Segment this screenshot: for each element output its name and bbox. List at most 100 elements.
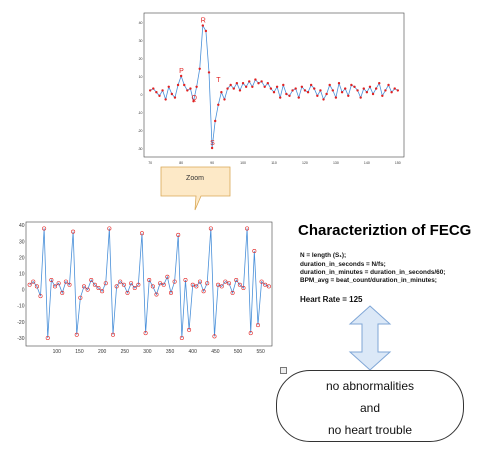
x-tick-label: 120 (302, 161, 308, 165)
data-point (197, 279, 202, 284)
result-line: and (359, 401, 381, 415)
data-point (325, 92, 328, 96)
data-point (158, 94, 161, 98)
data-point (285, 92, 288, 96)
data-point (257, 81, 260, 85)
data-point (189, 87, 192, 90)
data-point (297, 96, 300, 99)
data-point (187, 327, 192, 332)
data-point (350, 83, 353, 87)
y-tick-label: 20 (139, 57, 143, 61)
data-point (74, 332, 79, 337)
data-point (381, 94, 384, 98)
data-point (303, 89, 307, 92)
data-point (103, 281, 108, 286)
x-tick-label: 150 (395, 161, 401, 165)
wave-annotation-q: Q (192, 95, 198, 102)
x-tick-label: 70 (148, 161, 152, 165)
x-tick-label: 100 (240, 161, 246, 165)
data-point (251, 85, 254, 89)
x-tick-label: 150 (75, 349, 84, 355)
selection-handle (280, 367, 287, 374)
data-point (71, 229, 76, 234)
wave-annotation-p: P (179, 68, 184, 75)
data-point (190, 282, 195, 287)
wave-annotation-s: S (210, 140, 215, 147)
heart-rate-result: Heart Rate = 125 (300, 295, 363, 304)
data-point (384, 89, 387, 92)
data-point (266, 284, 271, 289)
x-tick-label: 80 (179, 161, 183, 165)
data-point (204, 29, 208, 33)
data-point (176, 83, 180, 87)
y-tick-label: 0 (22, 288, 25, 294)
data-point (387, 83, 390, 87)
data-point (316, 94, 319, 98)
y-tick-label: -20 (138, 129, 143, 133)
y-tick-label: -10 (17, 304, 24, 310)
data-point (114, 284, 119, 289)
data-point (322, 98, 325, 101)
data-point (378, 81, 381, 85)
full-ecg-chart: 100 150 200 250 300 350 400 450 500 550403020100-… (17, 221, 273, 355)
y-tick-label: 10 (19, 272, 25, 278)
data-point (155, 90, 158, 94)
data-point (67, 282, 72, 287)
data-point (269, 87, 273, 90)
data-point (237, 282, 242, 287)
data-point (118, 279, 123, 284)
data-point (201, 24, 205, 27)
data-point (226, 87, 229, 90)
y-tick-label: -20 (17, 320, 24, 326)
x-tick-label: 450 (211, 349, 220, 355)
data-point (164, 98, 167, 101)
data-point (263, 282, 268, 287)
data-point (343, 87, 347, 90)
data-point (52, 284, 57, 289)
data-point (210, 146, 214, 150)
data-point (172, 279, 177, 284)
data-point (212, 334, 217, 339)
y-tick-label: -30 (17, 336, 24, 342)
result-line: no abnormalities (325, 379, 415, 393)
code-line: N = length (S₁); (300, 252, 347, 259)
data-point (168, 290, 173, 295)
x-tick-label: 130 (333, 161, 339, 165)
data-point (34, 284, 39, 289)
data-point (232, 87, 235, 90)
data-point (192, 99, 195, 103)
y-tick-label: 30 (19, 239, 25, 245)
data-point (223, 98, 226, 101)
data-point (176, 232, 181, 237)
x-tick-label: 500 (234, 349, 243, 355)
y-tick-label: 30 (139, 39, 143, 43)
data-point (173, 96, 177, 99)
data-point (42, 226, 47, 231)
data-point (139, 231, 144, 236)
zoom-label: Zoom (186, 175, 204, 182)
data-point (125, 290, 130, 295)
data-point (334, 96, 338, 99)
data-point (167, 85, 170, 89)
data-point (241, 286, 246, 291)
y-tick-label: 40 (139, 21, 143, 25)
x-tick-label: 300 (143, 349, 152, 355)
data-point (238, 89, 242, 92)
data-point (365, 90, 369, 94)
ecg-series-line (29, 228, 269, 338)
data-point (272, 90, 276, 94)
callout-shape (160, 166, 231, 211)
data-point (275, 85, 279, 89)
result-line: no heart trouble (327, 423, 413, 437)
data-point (353, 85, 356, 89)
x-tick-label: 110 (271, 161, 277, 165)
data-point (213, 119, 217, 123)
data-point (96, 286, 101, 291)
data-point (60, 290, 65, 295)
data-point (38, 294, 43, 299)
data-point (179, 335, 184, 340)
data-point (165, 274, 170, 279)
data-point (223, 279, 228, 284)
data-point (89, 277, 94, 282)
data-point (306, 90, 310, 94)
